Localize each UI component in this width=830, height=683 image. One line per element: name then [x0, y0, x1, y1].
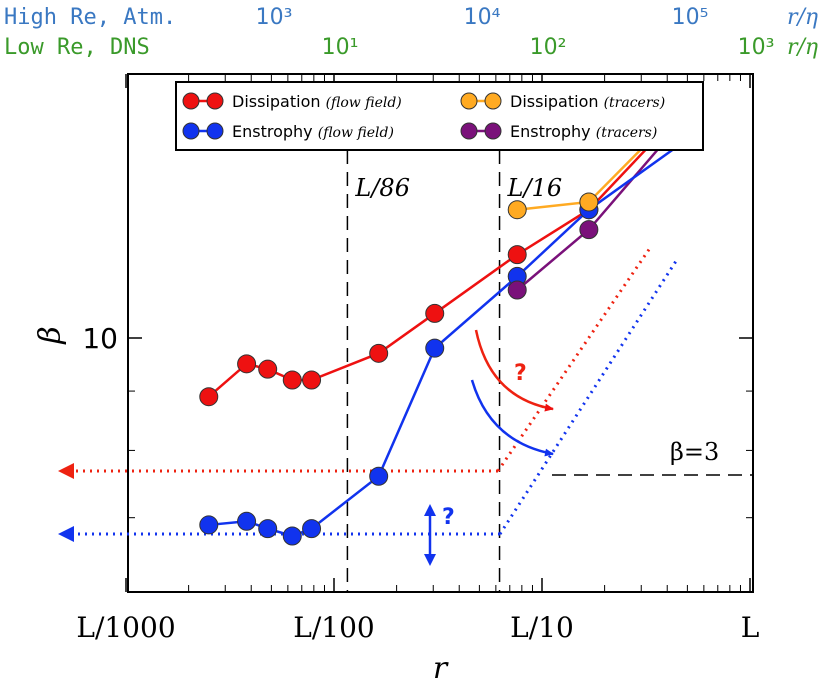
dns-tick-label: 10³ — [738, 35, 775, 60]
series-line — [208, 139, 687, 538]
data-point — [507, 280, 527, 300]
legend-label: Enstrophy (tracers) — [510, 122, 657, 141]
series-line — [207, 106, 687, 398]
atm-tick-label: 10³ — [256, 5, 293, 30]
atm-ticks: 10³ 10⁴ 10⁵ — [256, 5, 709, 30]
y-ticks: 10 — [82, 322, 753, 519]
vline-label: L/16 — [507, 174, 563, 202]
data-point — [369, 343, 389, 363]
dns-tick-label: 10¹ — [322, 35, 359, 60]
x-ticks: L/1000 L/100 L/10 L — [76, 74, 759, 644]
blue-question-mark: ? — [442, 505, 455, 530]
dns-unit-label: r/η — [787, 35, 818, 60]
legend-swatch-marker — [182, 92, 200, 110]
legend-label: Dissipation (tracers) — [510, 92, 665, 111]
data-point — [579, 192, 599, 212]
dns-tick-label: 10² — [530, 35, 567, 60]
blue-double-arrow-up — [424, 504, 436, 516]
legend-swatch-marker — [460, 92, 478, 110]
x-tick-label: L/10 — [510, 611, 574, 644]
data-point — [425, 338, 445, 358]
atm-axis-label: High Re, Atm. — [4, 5, 176, 30]
series-layer — [199, 94, 696, 546]
vline-label: L/86 — [354, 174, 410, 202]
legend-label: Dissipation (flow field) — [232, 92, 402, 111]
dns-ticks: 10¹ 10² 10³ — [322, 35, 775, 60]
data-point — [258, 519, 278, 539]
data-point — [579, 220, 599, 240]
data-point — [237, 354, 257, 374]
reference-lines: L/86 L/16 β=3 — [346, 150, 753, 592]
x-tick-label: L — [741, 611, 760, 644]
data-point — [282, 370, 302, 390]
x-axis-label: r — [433, 651, 449, 683]
data-point — [199, 387, 219, 407]
hline-label: β=3 — [670, 438, 719, 466]
blue-double-arrow-down — [424, 554, 436, 566]
blue-curved-arrow — [470, 379, 554, 457]
dns-axis-label: Low Re, DNS — [4, 35, 150, 60]
blue-left-arrowhead — [58, 526, 74, 542]
top-axis-dns: Low Re, DNS 10¹ 10² 10³ r/η — [4, 35, 818, 60]
legend-label: Enstrophy (flow field) — [232, 122, 394, 141]
atm-unit-label: r/η — [787, 5, 818, 30]
legend: Dissipation (flow field) Enstrophy (flow … — [175, 81, 704, 151]
annotation-arrows: ? ? — [424, 329, 554, 566]
legend-swatch-marker — [484, 122, 502, 140]
red-left-arrowhead — [58, 463, 74, 479]
data-point — [425, 303, 445, 323]
x-tick-label: L/1000 — [76, 611, 175, 644]
legend-swatch-marker — [206, 92, 224, 110]
atm-tick-label: 10⁴ — [464, 5, 501, 30]
data-point — [507, 245, 527, 265]
red-question-mark: ? — [514, 361, 527, 386]
data-point — [302, 519, 322, 539]
y-tick-label: 10 — [82, 322, 118, 355]
sketch-lines — [58, 247, 680, 542]
plot-frame — [127, 73, 754, 593]
data-point — [369, 466, 389, 486]
blue-dotted-sketch — [498, 257, 680, 535]
red-curved-arrow — [474, 329, 554, 412]
legend-swatch-marker — [182, 122, 200, 140]
data-point — [199, 515, 219, 535]
data-point — [258, 359, 278, 379]
data-point — [507, 200, 527, 220]
atm-tick-label: 10⁵ — [672, 5, 709, 30]
legend-swatch-marker — [206, 122, 224, 140]
data-point — [302, 370, 322, 390]
y-axis-label: β — [33, 326, 68, 344]
data-point — [237, 511, 257, 531]
data-point — [282, 526, 302, 546]
legend-swatch-marker — [460, 122, 478, 140]
x-tick-label: L/100 — [293, 611, 374, 644]
top-axis-atm: High Re, Atm. 10³ 10⁴ 10⁵ r/η — [4, 5, 818, 30]
red-dotted-sketch — [496, 247, 652, 472]
legend-box — [175, 81, 704, 151]
legend-swatch-marker — [484, 92, 502, 110]
